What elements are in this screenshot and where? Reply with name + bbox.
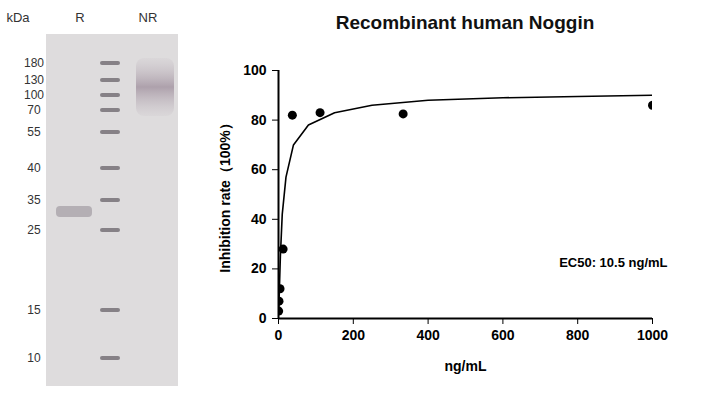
svg-text:25: 25 [27, 223, 41, 237]
svg-text:60: 60 [251, 161, 267, 177]
svg-text:EC50: 10.5 ng/mL: EC50: 10.5 ng/mL [559, 255, 667, 270]
svg-text:400: 400 [416, 327, 440, 343]
svg-text:130: 130 [24, 73, 44, 87]
svg-text:NR: NR [139, 10, 158, 25]
svg-text:180: 180 [24, 56, 44, 70]
svg-text:1000: 1000 [637, 327, 668, 343]
svg-text:200: 200 [342, 327, 366, 343]
svg-text:0: 0 [275, 327, 283, 343]
svg-text:100: 100 [24, 88, 44, 102]
svg-text:R: R [75, 10, 84, 25]
svg-text:kDa: kDa [6, 10, 30, 25]
svg-text:800: 800 [566, 327, 590, 343]
html-text:Recombinant human Noggin: Recombinant human Noggin [335, 12, 595, 33]
svg-text:20: 20 [251, 260, 267, 276]
svg-text:40: 40 [251, 211, 267, 227]
svg-text:100: 100 [243, 62, 267, 78]
svg-text:10: 10 [27, 351, 41, 365]
svg-text:70: 70 [27, 103, 41, 117]
svg-text:600: 600 [491, 327, 515, 343]
svg-text:15: 15 [27, 303, 41, 317]
svg-text:80: 80 [251, 112, 267, 128]
svg-text:ng/mL: ng/mL [445, 358, 487, 374]
svg-text:40: 40 [27, 161, 41, 175]
svg-text:55: 55 [27, 125, 41, 139]
svg-text:0: 0 [259, 310, 267, 326]
svg-text:35: 35 [27, 193, 41, 207]
svg-text:Inhibition rate（100%）: Inhibition rate（100%） [217, 116, 233, 272]
